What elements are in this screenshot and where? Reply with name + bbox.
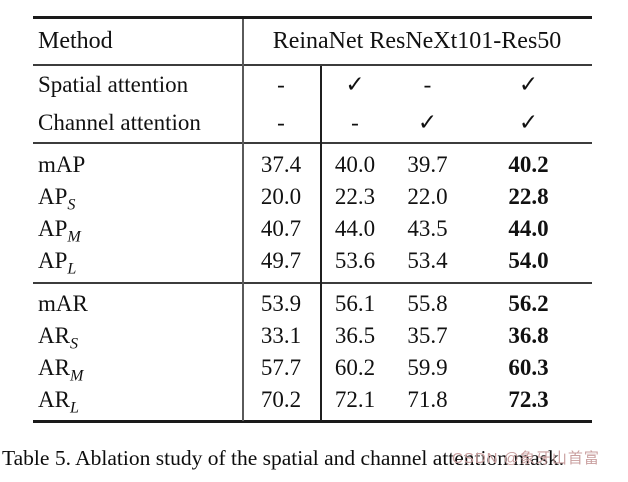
table-cell: 40.0 bbox=[334, 152, 376, 177]
table-cell: 44.0 bbox=[334, 216, 376, 241]
table-cell-best: 44.0 bbox=[508, 216, 549, 241]
table-row-ar-l: ARL 70.2 72.1 71.8 72.3 bbox=[33, 384, 592, 416]
header-divider-rule bbox=[33, 64, 592, 66]
row-label: Channel attention bbox=[38, 110, 201, 135]
table-cell: - bbox=[423, 72, 432, 97]
table-cell-best: 36.8 bbox=[508, 323, 549, 348]
metric-name: AP bbox=[38, 248, 68, 273]
metric-subscript: S bbox=[67, 196, 76, 214]
metric-subscript: M bbox=[69, 367, 84, 385]
row-label: APM bbox=[33, 216, 242, 245]
checkmark-icon: ✓ bbox=[417, 110, 438, 136]
row-label: APL bbox=[33, 248, 242, 277]
table-header-row: Method ReinaNet ResNeXt101-Res50 bbox=[33, 19, 592, 64]
checkmark-icon: ✓ bbox=[345, 72, 365, 98]
table-cell: 35.7 bbox=[407, 323, 448, 348]
table-cell-best: 60.3 bbox=[508, 355, 549, 380]
table-cell: 56.1 bbox=[334, 291, 376, 316]
table-cell: 36.5 bbox=[334, 323, 376, 348]
column-separator-method bbox=[242, 19, 244, 421]
table-bottom-rule bbox=[33, 420, 592, 423]
checkmark-icon: ✓ bbox=[518, 110, 539, 136]
table-cell: 53.4 bbox=[407, 248, 448, 273]
table-row-ap-s: APS 20.0 22.3 22.0 22.8 bbox=[33, 181, 592, 213]
metric-subscript: S bbox=[69, 335, 78, 353]
attention-config-block: Spatial attention - ✓ - ✓ Channel attent… bbox=[33, 66, 592, 142]
table-row-channel-attention: Channel attention - - ✓ ✓ bbox=[33, 104, 592, 142]
table-cell: 37.4 bbox=[260, 152, 302, 177]
table-cell: - bbox=[277, 110, 285, 135]
metric-name: mAP bbox=[38, 152, 86, 177]
table-cell: 39.7 bbox=[407, 152, 448, 177]
table-row-ar-s: ARS 33.1 36.5 35.7 36.8 bbox=[33, 320, 592, 352]
metric-subscript: L bbox=[67, 260, 77, 278]
table-cell: 22.0 bbox=[407, 184, 448, 209]
table-cell: 43.5 bbox=[407, 216, 448, 241]
metric-name: AR bbox=[38, 355, 70, 380]
table-top-rule bbox=[33, 16, 592, 19]
table-cell: 55.8 bbox=[407, 291, 448, 316]
column-separator-baseline bbox=[320, 66, 322, 421]
table-cell: 70.2 bbox=[260, 387, 302, 412]
ablation-table: Method ReinaNet ResNeXt101-Res50 Spatial… bbox=[33, 16, 592, 423]
table-row-map: mAP 37.4 40.0 39.7 40.2 bbox=[33, 149, 592, 181]
table-cell-best: 72.3 bbox=[508, 387, 549, 412]
metric-subscript: M bbox=[67, 228, 81, 246]
table-cell: 72.1 bbox=[334, 387, 376, 412]
table-cell: 22.3 bbox=[334, 184, 376, 209]
row-label: ARS bbox=[33, 323, 242, 352]
table-cell: - bbox=[277, 72, 285, 97]
metric-name: AR bbox=[38, 323, 70, 348]
table-cell: 53.6 bbox=[334, 248, 376, 273]
row-label: APS bbox=[33, 184, 242, 213]
table-row-spatial-attention: Spatial attention - ✓ - ✓ bbox=[33, 66, 592, 104]
checkmark-icon: ✓ bbox=[518, 72, 539, 98]
table-cell: 59.9 bbox=[407, 355, 448, 380]
table-row-ap-m: APM 40.7 44.0 43.5 44.0 bbox=[33, 213, 592, 245]
table-row-ap-l: APL 49.7 53.6 53.4 54.0 bbox=[33, 245, 592, 277]
header-backbone-group: ReinaNet ResNeXt101-Res50 bbox=[272, 28, 562, 54]
row-label: mAR bbox=[33, 291, 242, 317]
row-label: mAP bbox=[33, 152, 242, 178]
table-cell: - bbox=[351, 110, 359, 135]
metric-name: AR bbox=[38, 387, 70, 412]
header-method: Method bbox=[38, 28, 113, 54]
table-cell-best: 54.0 bbox=[508, 248, 549, 273]
table-cell: 71.8 bbox=[407, 387, 448, 412]
table-cell: 60.2 bbox=[334, 355, 376, 380]
row-label: ARM bbox=[33, 355, 242, 384]
table-cell-best: 22.8 bbox=[508, 184, 549, 209]
table-row-ar-m: ARM 57.7 60.2 59.9 60.3 bbox=[33, 352, 592, 384]
table-cell: 53.9 bbox=[260, 291, 302, 316]
table-cell-best: 40.2 bbox=[508, 152, 549, 177]
table-cell: 20.0 bbox=[260, 184, 302, 209]
table-cell: 40.7 bbox=[260, 216, 302, 241]
ap-block-divider-rule bbox=[33, 142, 592, 144]
table-caption: Table 5. Ablation study of the spatial a… bbox=[2, 446, 565, 470]
row-label: ARL bbox=[33, 387, 242, 416]
table-cell-best: 56.2 bbox=[508, 291, 549, 316]
table-cell: 57.7 bbox=[260, 355, 302, 380]
metric-name: mAR bbox=[38, 291, 88, 316]
metric-subscript: L bbox=[69, 399, 79, 417]
metric-name: AP bbox=[38, 216, 68, 241]
ar-block-divider-rule bbox=[33, 282, 592, 284]
row-label: Spatial attention bbox=[38, 72, 189, 97]
metric-name: AP bbox=[38, 184, 68, 209]
table-cell: 49.7 bbox=[260, 248, 302, 273]
ar-metrics-block: mAR 53.9 56.1 55.8 56.2 ARS 33.1 36.5 35… bbox=[33, 284, 592, 420]
table-row-mar: mAR 53.9 56.1 55.8 56.2 bbox=[33, 288, 592, 320]
table-cell: 33.1 bbox=[260, 323, 302, 348]
ap-metrics-block: mAP 37.4 40.0 39.7 40.2 APS 20.0 22.3 22… bbox=[33, 144, 592, 282]
